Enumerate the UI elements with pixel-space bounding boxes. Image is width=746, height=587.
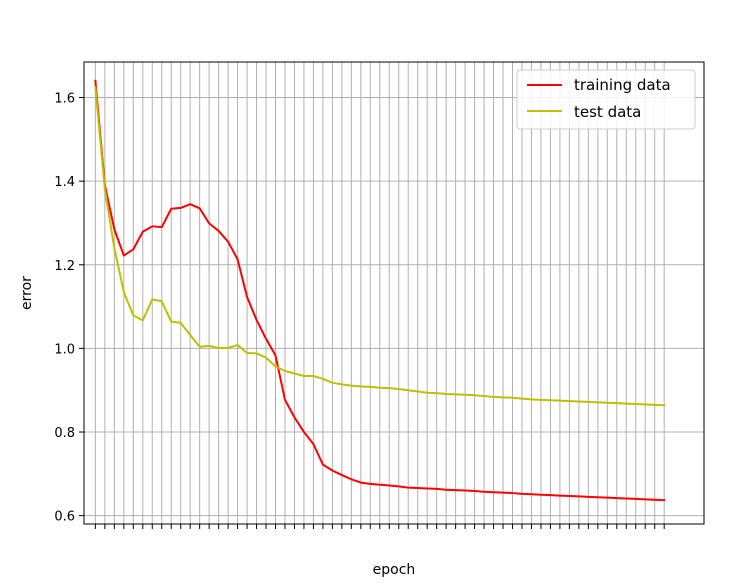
plot-area-background [84, 62, 704, 524]
y-tick-label: 0.6 [54, 510, 75, 525]
grid [84, 62, 704, 524]
y-tick-label: 1.6 [54, 92, 75, 107]
series-line-training-data [94, 79, 666, 502]
plot-frame [83, 61, 705, 525]
x-axis-label: epoch [373, 562, 416, 578]
y-axis-label: error [19, 276, 35, 310]
series-line-test-data [94, 86, 666, 407]
y-tick-label: 1.2 [54, 259, 75, 274]
legend: training data test data [516, 69, 696, 130]
y-tick-label: 1.0 [54, 342, 75, 357]
y-tick-label: 0.8 [54, 426, 75, 441]
legend-label-test-data: test data [574, 103, 641, 121]
series-layer [94, 79, 666, 502]
ticks: 0.6 0.8 1.0 1.2 1.4 1.6 [54, 92, 665, 529]
y-tick-label: 1.4 [54, 175, 75, 190]
legend-label-training-data: training data [574, 76, 671, 94]
